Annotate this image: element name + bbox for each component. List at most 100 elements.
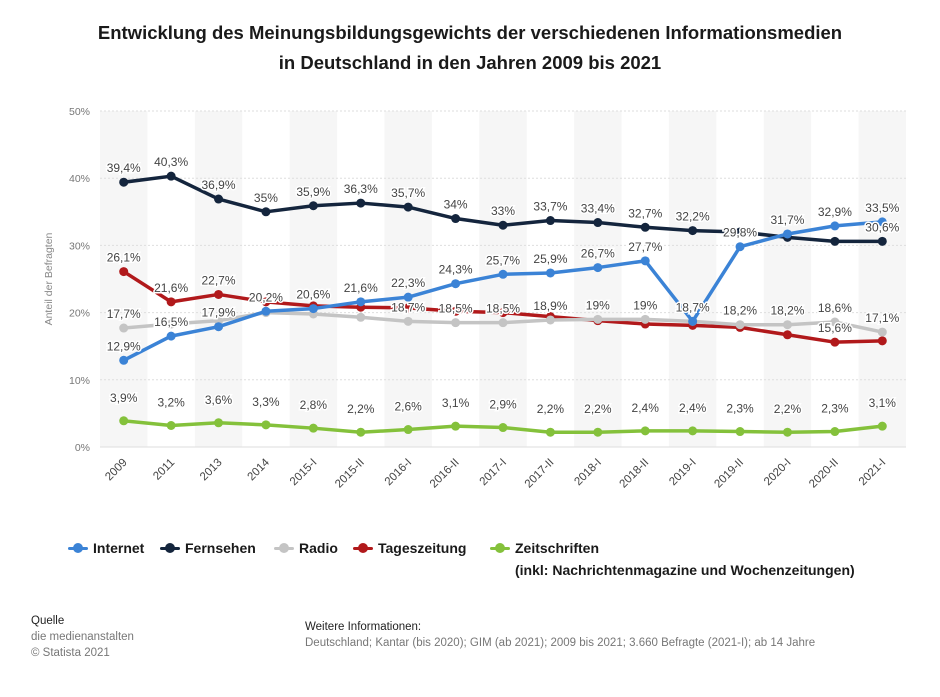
data-label-internet: 31,7% (770, 213, 804, 227)
x-tick-label: 2019-I (667, 457, 699, 489)
data-label-internet: 17,9% (202, 306, 236, 320)
data-point-radio (119, 323, 129, 333)
info-text: Deutschland; Kantar (bis 2020); GIM (ab … (305, 637, 816, 649)
x-tick-label: 2018-II (618, 457, 652, 491)
legend-label-internet: Internet (93, 540, 145, 556)
data-point-tageszeitung (830, 337, 840, 347)
legend-item-fernsehen[interactable]: Fernsehen (160, 540, 256, 556)
legend-label-radio: Radio (299, 540, 338, 556)
data-label-zeitschriften: 3,6% (205, 393, 233, 407)
data-label-zeitschriften: 2,2% (584, 402, 612, 416)
chart-title-line-1: Entwicklung des Meinungsbildungsgewichts… (97, 22, 843, 43)
data-point-radio (545, 315, 555, 325)
y-tick-label: 50% (69, 106, 90, 118)
legend-item-radio[interactable]: Radio (274, 540, 338, 556)
data-point-fernsehen (498, 220, 508, 230)
data-point-fernsehen (688, 226, 698, 236)
data-point-fernsehen (735, 227, 745, 237)
legend-item-internet[interactable]: Internet (68, 540, 144, 556)
chart-title-line-2: in Deutschland in den Jahren 2009 bis 20… (278, 52, 662, 73)
legend-item-tageszeitung[interactable]: Tageszeitung (353, 540, 466, 556)
y-tick-label: 10% (69, 375, 90, 387)
data-label-internet: 16,5% (154, 315, 188, 329)
line-chart: 0% 10% 20% 30% 40% 50% Anteil der Befragten 200… (43, 106, 906, 491)
x-tick-label: 2015-II (333, 457, 367, 491)
x-tick-label: 2011 (151, 457, 177, 483)
data-point-fernsehen (356, 198, 366, 208)
data-label-radio: 17,7% (107, 307, 141, 321)
data-label-internet: 12,9% (107, 339, 141, 353)
data-label-internet: 21,6% (344, 281, 378, 295)
data-label-zeitschriften: 3,1% (442, 396, 470, 410)
data-label-fernsehen: 35% (254, 191, 278, 205)
data-point-tageszeitung (403, 303, 413, 313)
legend-label-tageszeitung: Tageszeitung (378, 540, 467, 556)
data-point-radio (356, 312, 366, 322)
copyright: © Statista 2021 (31, 647, 110, 659)
data-point-zeitschriften (498, 423, 508, 433)
x-tick-label: 2016-II (428, 457, 462, 491)
data-point-zeitschriften (261, 420, 271, 430)
data-point-fernsehen (403, 202, 413, 212)
x-tick-label: 2016-I (383, 457, 415, 489)
data-label-internet: 25,9% (533, 252, 567, 266)
data-point-tageszeitung (214, 289, 224, 299)
data-label-fernsehen: 33,4% (581, 202, 615, 216)
legend-symbol-zeitschriften (490, 543, 510, 553)
data-label-tageszeitung: 21,6% (154, 281, 188, 295)
data-label-radio: 18,2% (723, 304, 757, 318)
data-point-fernsehen (308, 201, 318, 211)
data-point-zeitschriften (356, 427, 366, 437)
data-point-internet (166, 331, 176, 341)
data-point-fernsehen (451, 214, 461, 224)
data-point-tageszeitung (498, 308, 508, 318)
data-label-radio: 18,7% (391, 300, 425, 314)
data-label-zeitschriften: 2,2% (537, 402, 565, 416)
data-label-zeitschriften: 2,2% (774, 402, 802, 416)
data-point-fernsehen (877, 236, 887, 246)
legend-symbol-fernsehen (160, 543, 180, 553)
data-point-fernsehen (119, 177, 129, 187)
plot-band (289, 111, 338, 447)
data-point-fernsehen (545, 216, 555, 226)
plot-band (194, 111, 243, 447)
data-label-radio: 18,5% (486, 302, 520, 316)
data-label-radio: 19% (633, 298, 657, 312)
data-label-internet: 20,2% (249, 290, 283, 304)
data-point-zeitschriften (593, 427, 603, 437)
x-tick-label: 2015-I (288, 457, 320, 489)
data-point-tageszeitung (119, 267, 129, 277)
data-label-zeitschriften: 2,3% (821, 402, 849, 416)
legend-note: (inkl: Nachrichtenmagazine und Wochenzei… (515, 562, 855, 578)
data-label-zeitschriften: 2,4% (679, 401, 707, 415)
y-tick-label: 20% (69, 308, 90, 320)
data-point-internet (308, 304, 318, 314)
data-point-zeitschriften (830, 427, 840, 437)
legend-item-zeitschriften[interactable]: Zeitschriften (490, 540, 599, 556)
data-label-radio: 18,6% (818, 301, 852, 315)
plot-band (574, 111, 622, 447)
data-point-zeitschriften (688, 426, 698, 436)
data-label-fernsehen: 34% (444, 198, 468, 212)
data-label-internet: 22,3% (391, 276, 425, 290)
data-point-internet (640, 256, 650, 266)
data-point-radio (593, 314, 603, 324)
data-label-tageszeitung: 22,7% (202, 273, 236, 287)
x-tick-label: 2013 (198, 457, 225, 484)
plot-band (668, 111, 717, 447)
data-label-internet: 20,6% (296, 288, 330, 302)
legend-label-zeitschriften: Zeitschriften (515, 540, 600, 556)
plot-band (763, 111, 812, 447)
data-point-zeitschriften (119, 416, 129, 426)
data-label-fernsehen: 35,9% (296, 185, 330, 199)
data-point-tageszeitung (261, 297, 271, 307)
source-name[interactable]: die medienanstalten (31, 631, 134, 643)
x-tick-label: 2017-II (523, 457, 557, 491)
legend-label-fernsehen: Fernsehen (185, 540, 256, 556)
data-point-internet (498, 269, 508, 279)
data-label-internet: 27,7% (628, 240, 662, 254)
x-tick-label: 2019-II (712, 457, 746, 491)
y-tick-label: 40% (69, 173, 90, 185)
info-heading: Weitere Informationen: (305, 621, 422, 633)
data-point-radio (830, 317, 840, 327)
